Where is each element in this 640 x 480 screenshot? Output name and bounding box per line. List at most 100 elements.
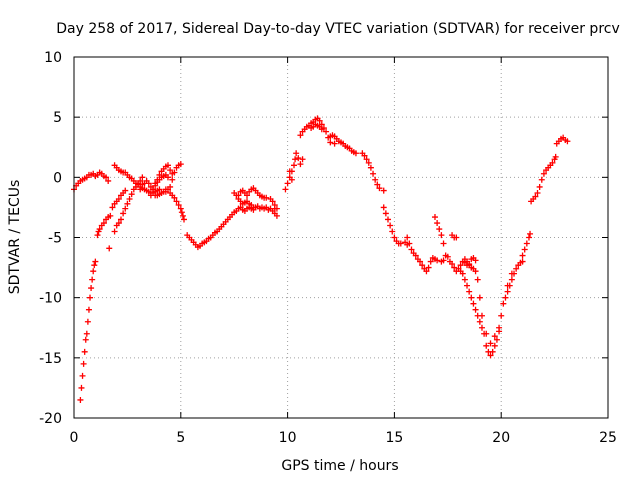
data-point <box>293 150 300 157</box>
y-tick-label: -15 <box>39 351 62 367</box>
data-point <box>423 268 430 275</box>
y-tick-label: -10 <box>39 291 62 307</box>
data-point <box>137 186 144 193</box>
data-point <box>534 189 541 196</box>
data-point <box>387 222 394 229</box>
data-series <box>71 115 571 403</box>
data-point <box>508 276 515 283</box>
data-point <box>271 210 278 217</box>
x-tick-label: 0 <box>70 430 79 446</box>
data-point <box>77 396 84 403</box>
data-point <box>78 384 85 391</box>
data-point <box>417 258 424 265</box>
data-point <box>81 348 88 355</box>
data-point <box>519 252 526 259</box>
data-point <box>292 156 299 163</box>
data-point <box>431 214 438 221</box>
data-point <box>177 161 184 168</box>
data-point <box>397 240 404 247</box>
x-tick-label: 20 <box>492 430 510 446</box>
data-point <box>552 153 559 160</box>
data-point <box>493 336 500 343</box>
data-point <box>425 264 432 271</box>
data-point <box>288 176 295 183</box>
data-point <box>372 176 379 183</box>
data-point <box>244 192 251 199</box>
data-point <box>404 234 411 241</box>
data-point <box>391 234 398 241</box>
data-point <box>451 264 458 271</box>
data-point <box>419 262 426 269</box>
x-tick-label: 5 <box>176 430 185 446</box>
data-point <box>412 252 419 259</box>
y-tick-label: -5 <box>48 231 62 247</box>
data-point <box>181 216 188 223</box>
data-point <box>474 276 481 283</box>
data-point <box>164 162 171 169</box>
data-point <box>83 330 90 337</box>
data-point <box>449 260 456 267</box>
data-point <box>474 312 481 319</box>
data-point <box>179 212 186 219</box>
data-point <box>122 205 129 212</box>
y-axis-label: SDTVAR / TECUs <box>7 180 23 295</box>
data-point <box>487 340 494 347</box>
data-point <box>318 126 325 133</box>
data-point <box>107 212 114 219</box>
data-point <box>154 176 161 183</box>
data-point <box>115 195 122 202</box>
data-point <box>389 228 396 235</box>
data-point <box>370 170 377 177</box>
data-point <box>504 282 511 289</box>
data-point <box>376 185 383 192</box>
data-point <box>382 210 389 217</box>
data-point <box>167 167 174 174</box>
data-point <box>498 312 505 319</box>
data-point <box>284 180 291 187</box>
data-point <box>513 265 520 272</box>
data-point <box>536 183 543 190</box>
axis-ticks: 0 5 10 15 20 25 10 5 0 -5 -10 -15 -20 <box>39 50 617 446</box>
data-point <box>491 333 498 340</box>
data-point <box>82 336 89 343</box>
data-point <box>167 183 174 190</box>
data-point <box>316 117 323 124</box>
data-point <box>90 268 97 275</box>
data-point <box>297 132 304 139</box>
data-point <box>126 195 133 202</box>
grid <box>74 57 608 418</box>
data-point <box>124 200 131 207</box>
x-tick-label: 25 <box>599 430 617 446</box>
data-point <box>271 202 278 209</box>
data-point <box>466 260 473 267</box>
data-point <box>408 246 415 253</box>
data-point <box>120 210 127 217</box>
data-point <box>361 152 368 159</box>
data-point <box>472 268 479 275</box>
data-point <box>178 209 185 216</box>
data-point <box>406 240 413 247</box>
data-point <box>540 170 547 177</box>
data-point <box>323 128 330 135</box>
data-point <box>87 294 94 301</box>
data-point <box>162 186 169 193</box>
data-point <box>137 177 144 184</box>
data-point <box>374 181 381 188</box>
data-point <box>523 240 530 247</box>
data-point <box>453 234 460 241</box>
data-point <box>235 192 242 199</box>
data-point <box>122 187 129 194</box>
data-point <box>491 342 498 349</box>
data-point <box>111 228 118 235</box>
data-point <box>100 220 107 227</box>
data-point <box>363 156 370 163</box>
data-point <box>150 186 157 193</box>
data-point <box>327 139 334 146</box>
data-point <box>489 348 496 355</box>
data-point <box>384 216 391 223</box>
data-point <box>564 138 571 145</box>
data-point <box>440 240 447 247</box>
data-point <box>352 150 359 157</box>
